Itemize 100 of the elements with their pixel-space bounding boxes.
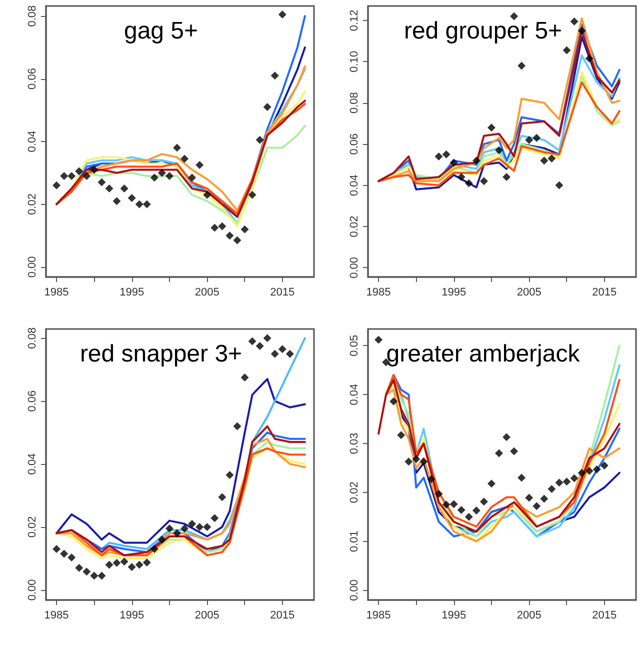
point [105, 184, 114, 193]
point [218, 493, 226, 502]
text: greater amberjack [386, 340, 581, 368]
y-tick-label: 0.04 [348, 174, 360, 196]
point [404, 458, 413, 466]
point [464, 179, 473, 188]
point [196, 161, 204, 170]
point [412, 455, 420, 464]
point [540, 494, 548, 503]
point [210, 514, 219, 522]
point [188, 174, 196, 182]
x-tick-label: 1995 [120, 610, 144, 622]
point [472, 156, 480, 165]
y-tick-label: 0.03 [348, 432, 360, 454]
y-tick-label: 0.08 [348, 92, 360, 114]
point [562, 46, 571, 54]
point [390, 397, 398, 406]
point [233, 422, 242, 430]
point [210, 224, 219, 232]
point [52, 545, 61, 554]
y-tick-label: 0.00 [26, 579, 38, 601]
y-tick-label: 0.02 [348, 216, 360, 238]
point [68, 554, 76, 562]
y-tick-label: 0.04 [348, 384, 360, 406]
point [442, 500, 450, 509]
point [532, 502, 541, 510]
x-tick-label: 1985 [366, 286, 391, 298]
point [150, 174, 158, 182]
point [240, 225, 249, 234]
y-tick-label: 0.08 [26, 5, 38, 27]
y-tick-label: 0.06 [348, 133, 360, 155]
y-tick-label: 0.06 [26, 390, 38, 412]
point [105, 560, 114, 569]
text: red grouper 5+ [404, 18, 562, 44]
point [532, 134, 541, 142]
x-tick-label: 2015 [270, 610, 295, 622]
x-tick-label: 2015 [592, 610, 617, 622]
y-tick-label: 0.08 [26, 327, 38, 349]
point [248, 190, 256, 199]
point [128, 562, 136, 571]
y-tick-label: 0.02 [26, 194, 38, 215]
line-series [56, 378, 306, 544]
point [135, 560, 144, 569]
point [494, 146, 503, 154]
point [112, 558, 121, 567]
point [226, 232, 234, 240]
point [518, 474, 526, 482]
point [203, 522, 212, 531]
point [585, 54, 594, 63]
point [90, 166, 98, 174]
point [434, 152, 443, 160]
y-tick-label: 0.00 [348, 257, 360, 278]
point [75, 167, 84, 176]
point [142, 200, 151, 208]
point [203, 190, 212, 199]
point [450, 158, 458, 167]
point [120, 184, 128, 193]
y-tick-label: 0.05 [348, 334, 360, 356]
point [494, 449, 503, 458]
point [434, 490, 443, 498]
point [82, 172, 91, 180]
point [128, 194, 136, 202]
point [570, 17, 578, 26]
point [480, 498, 488, 506]
point [120, 558, 128, 566]
point [270, 72, 279, 80]
y-tick-label: 0.00 [26, 256, 38, 278]
point [502, 433, 511, 442]
text: red snapper 3+ [80, 340, 242, 368]
x-tick-label: 1985 [44, 286, 69, 298]
point [464, 512, 473, 521]
point [52, 181, 61, 190]
x-tick-label: 1985 [366, 610, 391, 622]
point [256, 136, 264, 144]
point [562, 478, 571, 486]
text: gag 5+ [124, 18, 198, 44]
point [510, 12, 518, 20]
point [525, 494, 534, 502]
point [480, 177, 488, 186]
point [90, 572, 98, 580]
point [165, 172, 174, 180]
x-tick-label: 2005 [516, 610, 542, 622]
point [442, 150, 450, 158]
x-tick-label: 2015 [592, 286, 617, 298]
x-tick-label: 1995 [442, 610, 466, 622]
point [457, 173, 466, 182]
point [487, 480, 496, 488]
point [218, 222, 226, 230]
point [263, 103, 272, 111]
point [142, 558, 151, 567]
point [60, 172, 68, 180]
point [570, 474, 578, 482]
point [472, 506, 480, 514]
point [75, 564, 84, 572]
point [248, 337, 256, 346]
point [98, 178, 106, 186]
point [540, 156, 548, 165]
point [98, 572, 106, 580]
point [172, 529, 181, 538]
point [180, 524, 189, 533]
